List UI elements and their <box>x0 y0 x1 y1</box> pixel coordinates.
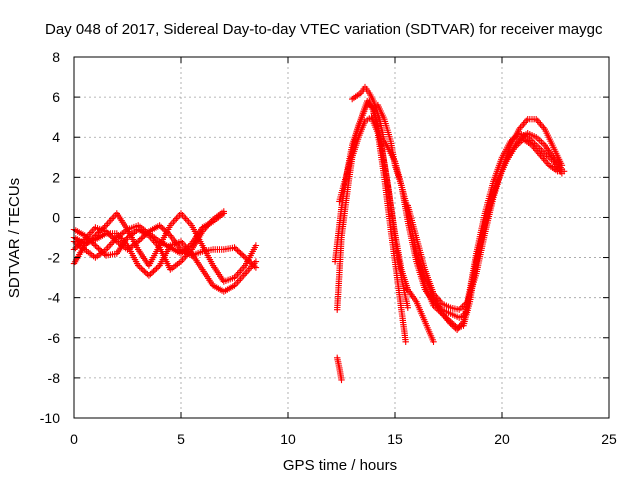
data-point <box>252 242 260 249</box>
y-tick-label: 2 <box>52 169 60 185</box>
series-t13 <box>413 130 566 333</box>
y-tick-label: -8 <box>48 370 61 386</box>
y-axis-label: SDTVAR / TECUs <box>6 178 23 298</box>
data-point <box>165 230 172 238</box>
data-point <box>106 231 113 238</box>
y-tick-label: 6 <box>52 89 60 105</box>
data-point <box>338 376 345 384</box>
data-point <box>139 234 146 241</box>
data-point <box>150 268 157 275</box>
data-point <box>240 252 247 260</box>
x-tick-label: 25 <box>601 431 617 447</box>
data-point <box>154 263 162 271</box>
data-point <box>148 269 156 276</box>
data-point <box>177 250 185 257</box>
data-point <box>182 246 189 253</box>
data-point <box>159 225 166 232</box>
data-point <box>141 268 148 275</box>
data-point <box>156 222 163 229</box>
data-point <box>558 162 566 169</box>
data-point <box>90 240 98 248</box>
series-t6 <box>334 354 345 384</box>
x-tick-label: 10 <box>280 431 296 447</box>
data-point <box>220 210 227 217</box>
series-t5 <box>70 210 227 261</box>
series-t4 <box>70 222 260 271</box>
y-tick-label: 4 <box>52 129 60 145</box>
y-tick-label: 8 <box>52 49 60 65</box>
data-point <box>234 247 241 254</box>
data-point <box>231 244 238 251</box>
chart-title: Day 048 of 2017, Sidereal Day-to-day VTE… <box>45 21 603 38</box>
data-point <box>101 223 108 231</box>
y-tick-label: 0 <box>52 209 60 225</box>
data-point <box>246 258 253 266</box>
data-point <box>141 232 148 239</box>
data-point <box>245 257 252 264</box>
ticks: 0 5 10 15 20 25 -10 -8 -6 -4 -2 0 2 4 6 8 <box>40 49 617 447</box>
data-point <box>235 248 243 255</box>
data-point <box>151 266 159 274</box>
x-tick-label: 0 <box>70 431 78 447</box>
x-tick-label: 15 <box>387 431 403 447</box>
axes <box>73 56 610 419</box>
data-point <box>107 232 114 239</box>
data-point <box>430 338 437 345</box>
y-tick-label: -4 <box>48 290 61 306</box>
data-point <box>183 244 191 251</box>
data-point <box>237 250 244 257</box>
data-point <box>95 245 102 252</box>
data-point <box>187 241 194 249</box>
data-point <box>161 226 168 233</box>
data-point <box>102 228 110 235</box>
data-point <box>402 338 409 345</box>
data-point <box>135 262 142 269</box>
y-tick-label: -6 <box>48 330 61 346</box>
x-tick-label: 5 <box>177 431 185 447</box>
data-point <box>251 263 258 270</box>
data-point <box>92 242 99 249</box>
plot-frame <box>73 56 610 419</box>
data-point <box>139 266 146 274</box>
data-point <box>558 170 566 177</box>
y-tick-label: -10 <box>40 410 60 426</box>
y-tick-label: -2 <box>48 250 61 266</box>
data-point <box>404 304 411 311</box>
data-point <box>252 258 260 265</box>
data-point <box>248 260 255 267</box>
data-point <box>138 235 145 242</box>
x-tick-label: 20 <box>494 431 510 447</box>
x-axis-label: GPS time / hours <box>283 457 397 474</box>
data-point <box>252 264 260 271</box>
data-point <box>145 272 153 279</box>
series-t9 <box>336 97 437 345</box>
data-point <box>242 254 249 261</box>
data-point <box>162 228 169 235</box>
data-marks <box>70 83 568 384</box>
data-point <box>138 265 145 272</box>
data-point <box>80 237 87 245</box>
data-point <box>135 238 142 245</box>
data-point <box>180 247 188 254</box>
